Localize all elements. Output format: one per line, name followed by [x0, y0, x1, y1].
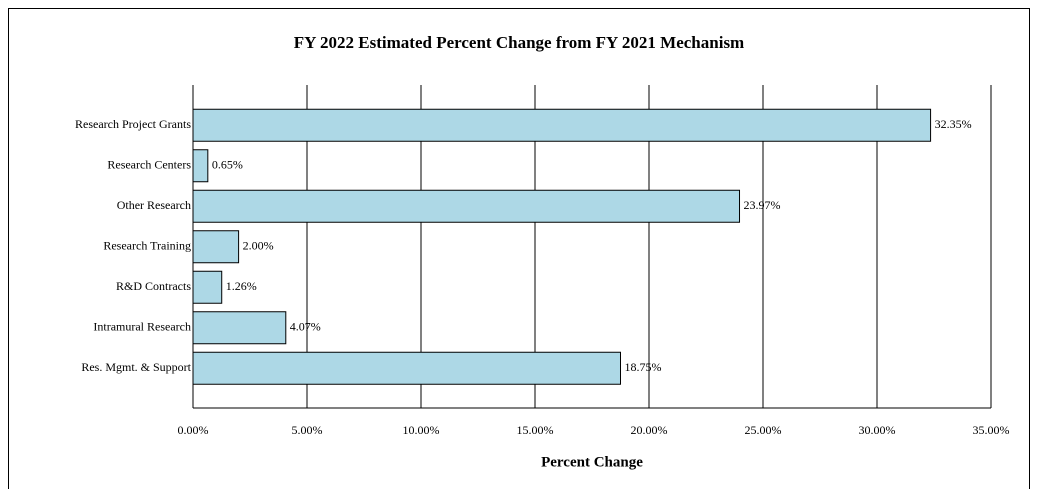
y-tick-label: Intramural Research — [93, 320, 191, 334]
data-label: 4.07% — [290, 320, 321, 334]
x-tick-label: 5.00% — [292, 423, 323, 437]
bar — [192, 189, 741, 223]
x-tick-label: 25.00% — [745, 423, 782, 437]
y-tick-label: Research Training — [103, 239, 191, 253]
bar — [192, 351, 621, 385]
data-label: 23.97% — [744, 198, 781, 212]
y-tick-label: Other Research — [117, 198, 191, 212]
data-label: 32.35% — [935, 117, 972, 131]
frame — [8, 8, 1030, 489]
x-tick-label: 0.00% — [178, 423, 209, 437]
x-tick-label: 10.00% — [403, 423, 440, 437]
x-axis-title: Percent Change — [541, 454, 643, 470]
data-label: 2.00% — [243, 239, 274, 253]
y-tick-label: R&D Contracts — [116, 279, 191, 293]
y-tick-label: Res. Mgmt. & Support — [81, 360, 191, 374]
x-tick-label: 20.00% — [631, 423, 668, 437]
bar — [192, 108, 932, 142]
chart-title: FY 2022 Estimated Percent Change from FY… — [294, 33, 744, 52]
bar — [192, 230, 240, 264]
y-tick-label: Research Centers — [107, 158, 191, 172]
x-tick-label: 15.00% — [517, 423, 554, 437]
data-label: 18.75% — [625, 360, 662, 374]
bar — [192, 149, 209, 183]
y-tick-label: Research Project Grants — [75, 117, 191, 131]
data-label: 0.65% — [212, 158, 243, 172]
x-tick-label: 30.00% — [859, 423, 896, 437]
data-label: 1.26% — [226, 279, 257, 293]
x-tick-label: 35.00% — [973, 423, 1010, 437]
bar — [192, 270, 223, 304]
bar — [192, 311, 287, 345]
